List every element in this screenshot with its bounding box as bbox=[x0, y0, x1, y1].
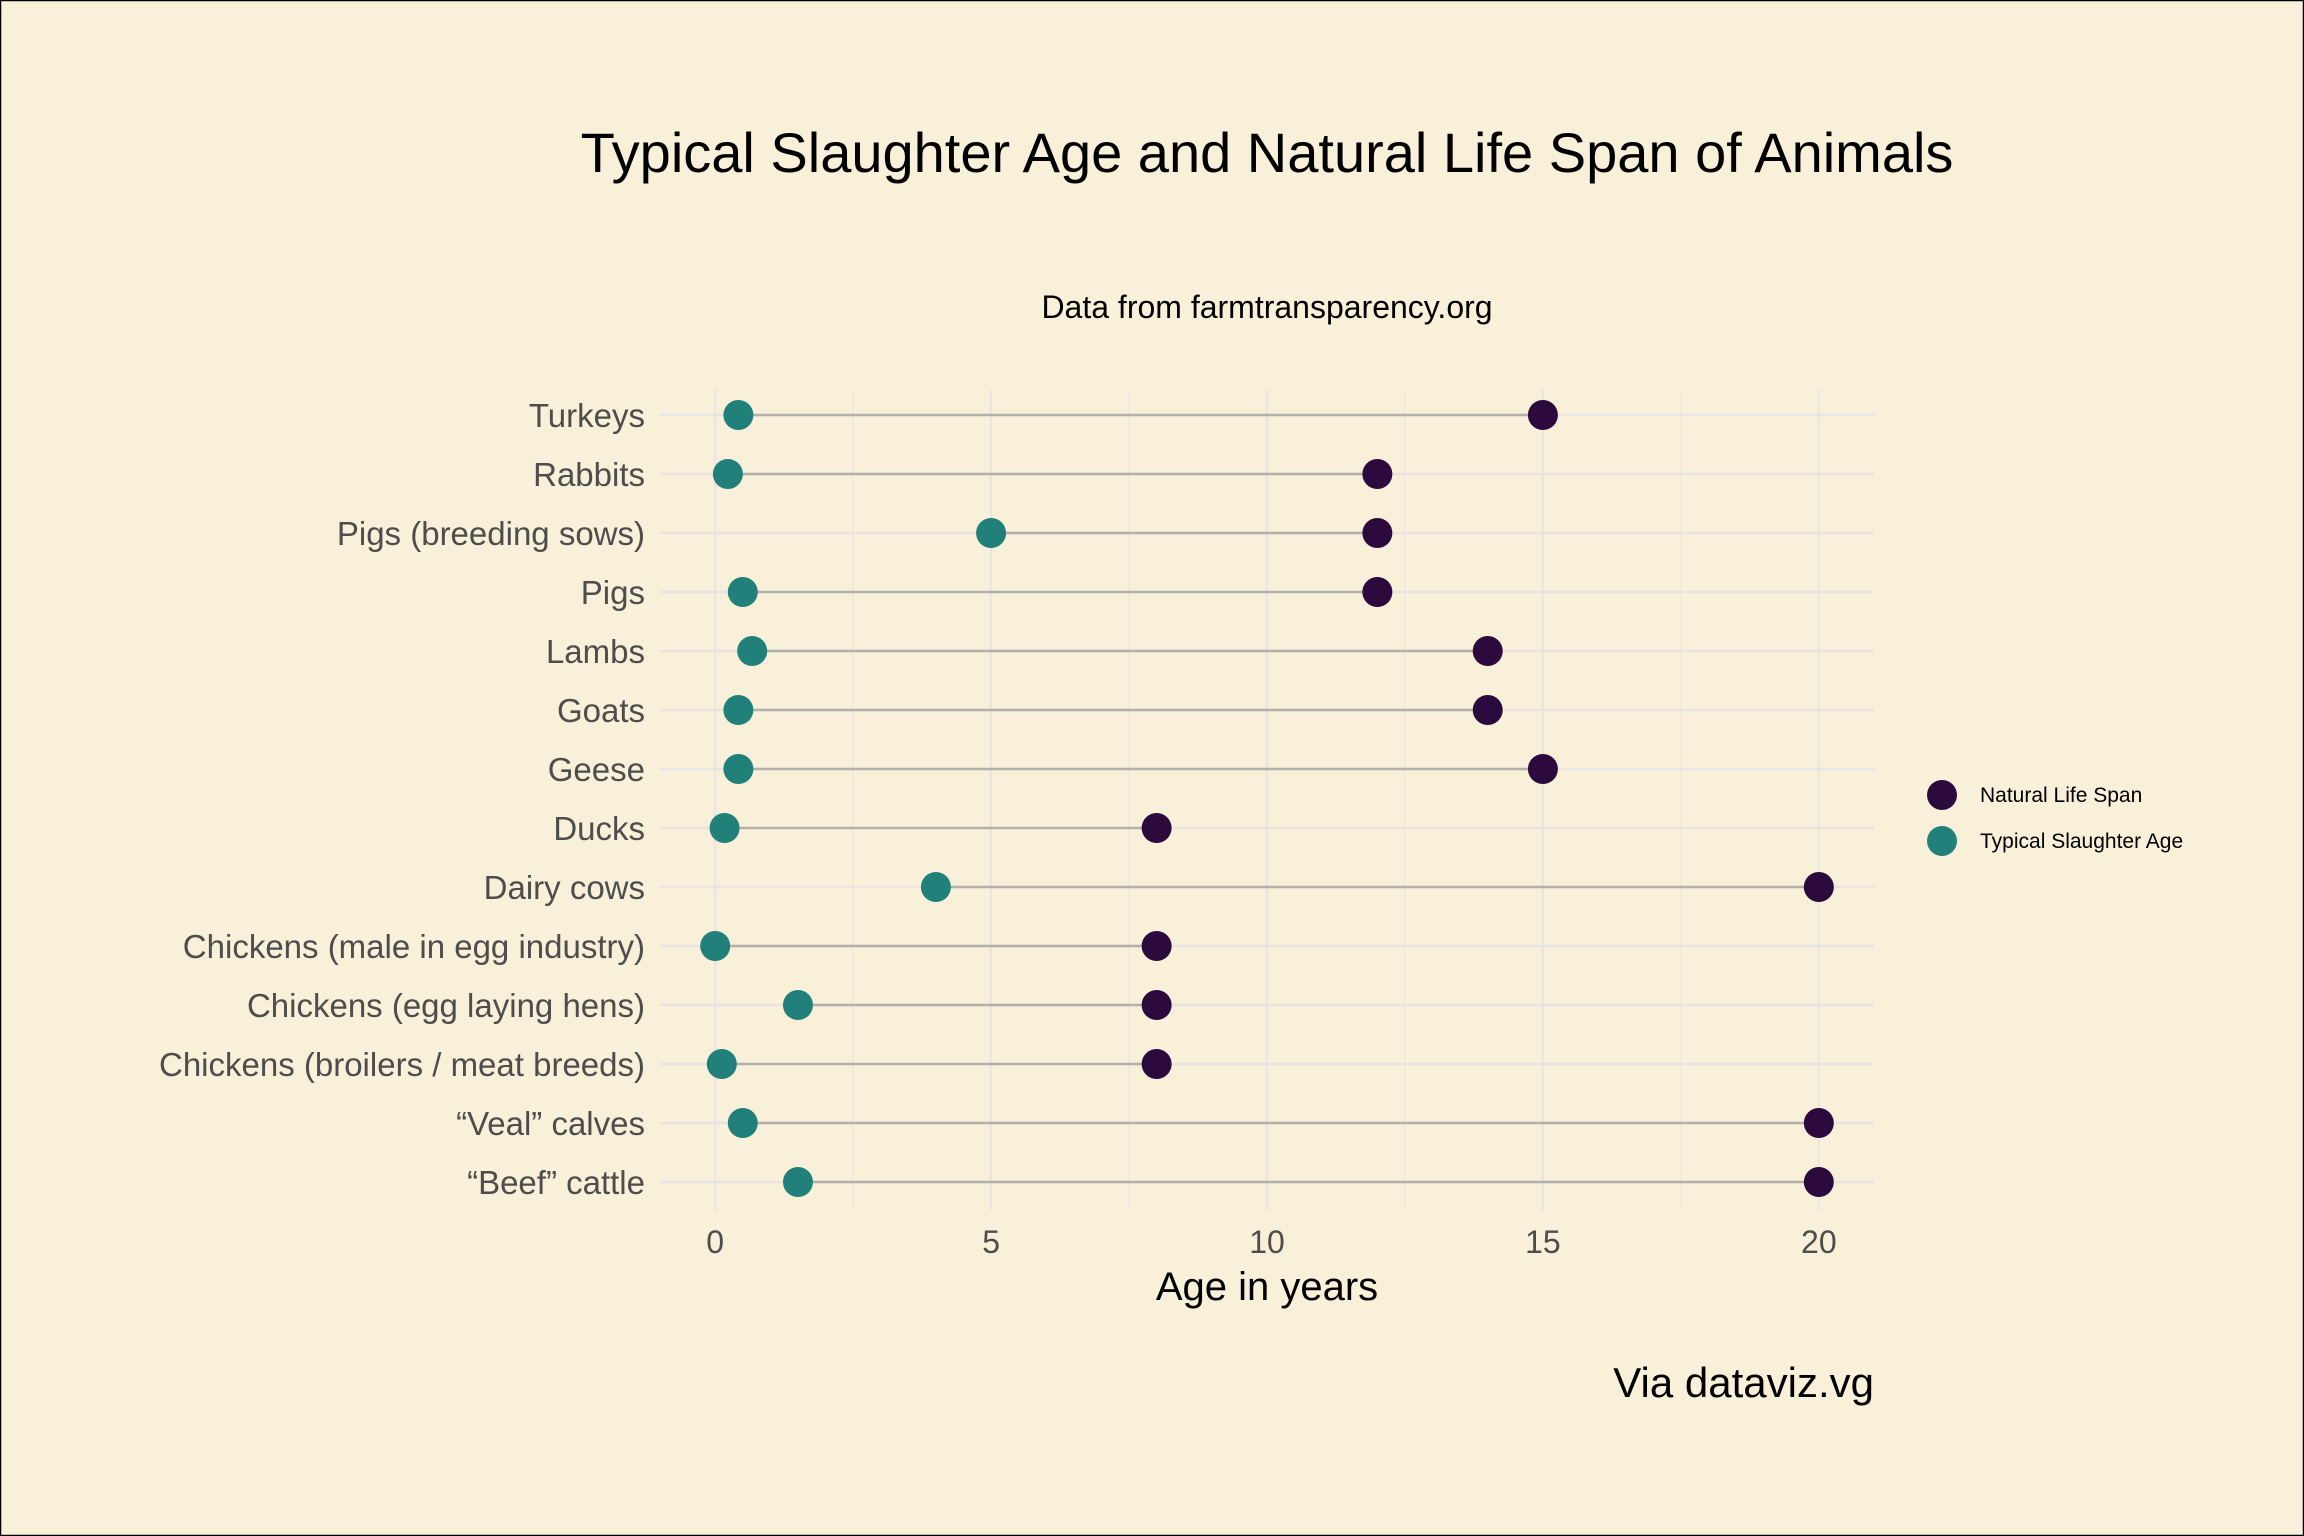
slaughter-age-point bbox=[706, 1049, 737, 1079]
slaughter-age-point bbox=[723, 754, 754, 784]
segments bbox=[715, 413, 1819, 1184]
category-label: Chickens (egg laying hens) bbox=[247, 987, 645, 1024]
category-label: Ducks bbox=[553, 810, 645, 847]
natural-life-span-point bbox=[1472, 636, 1503, 666]
category-label: Rabbits bbox=[533, 456, 645, 493]
legend-label: Typical Slaughter Age bbox=[1980, 830, 2183, 853]
legend-marker bbox=[1927, 826, 1957, 856]
natural-life-span-point bbox=[1362, 459, 1393, 489]
slaughter-age-point bbox=[700, 931, 731, 961]
natural-life-span-point bbox=[1141, 990, 1172, 1020]
caption: Via dataviz.vg bbox=[1613, 1359, 1874, 1406]
natural-life-span-point bbox=[1362, 518, 1393, 548]
slaughter-age-point bbox=[727, 1108, 758, 1138]
category-label: Chickens (male in egg industry) bbox=[183, 928, 645, 965]
category-label: Lambs bbox=[546, 633, 645, 670]
x-tick-label: 5 bbox=[982, 1224, 1000, 1260]
x-axis-title: Age in years bbox=[1156, 1265, 1378, 1309]
x-tick-label: 20 bbox=[1801, 1224, 1837, 1260]
slaughter-age-point bbox=[723, 695, 754, 725]
slaughter-age-point bbox=[920, 872, 951, 902]
legend-marker bbox=[1927, 780, 1957, 810]
slaughter-age-point bbox=[723, 400, 754, 430]
natural-life-span-point bbox=[1141, 813, 1172, 843]
slaughter-age-point bbox=[782, 990, 813, 1020]
x-tick-label: 15 bbox=[1525, 1224, 1561, 1260]
category-label: Chickens (broilers / meat breeds) bbox=[159, 1046, 645, 1083]
slaughter-age-point bbox=[782, 1167, 813, 1197]
slaughter-age-point bbox=[709, 813, 740, 843]
x-tick-label: 0 bbox=[706, 1224, 724, 1260]
natural-life-span-point bbox=[1362, 577, 1393, 607]
category-label: “Veal” calves bbox=[456, 1105, 645, 1142]
chart-subtitle: Data from farmtransparency.org bbox=[1041, 289, 1492, 325]
legend: Natural Life Span Typical Slaughter Age bbox=[1927, 780, 2183, 856]
natural-life-span-point bbox=[1803, 872, 1834, 902]
category-label: Pigs (breeding sows) bbox=[337, 515, 645, 552]
natural-life-span-point bbox=[1803, 1167, 1834, 1197]
natural-life-span-point bbox=[1141, 931, 1172, 961]
natural-life-span-point bbox=[1803, 1108, 1834, 1138]
category-label: Pigs bbox=[581, 574, 645, 611]
chart-title: Typical Slaughter Age and Natural Life S… bbox=[581, 121, 1954, 184]
slaughter-age-point bbox=[737, 636, 768, 666]
natural-life-span-point bbox=[1141, 1049, 1172, 1079]
natural-life-span-point bbox=[1527, 400, 1558, 430]
slaughter-age-point bbox=[976, 518, 1007, 548]
slaughter-age-point bbox=[727, 577, 758, 607]
legend-label: Natural Life Span bbox=[1980, 784, 2142, 807]
natural-life-span-point bbox=[1527, 754, 1558, 784]
category-label: Geese bbox=[548, 751, 645, 788]
natural-life-span-point bbox=[1472, 695, 1503, 725]
x-tick-label: 10 bbox=[1249, 1224, 1285, 1260]
x-tick-labels: 0 5 10 15 20 bbox=[706, 1224, 1836, 1260]
category-label: Turkeys bbox=[529, 397, 645, 434]
data-points bbox=[700, 400, 1834, 1197]
slaughter-age-point bbox=[712, 459, 743, 489]
category-labels: Turkeys Rabbits Pigs (breeding sows) Pigs La… bbox=[159, 397, 645, 1201]
category-label: Goats bbox=[557, 692, 645, 729]
category-label: Dairy cows bbox=[484, 869, 645, 906]
category-label: “Beef” cattle bbox=[467, 1164, 645, 1201]
